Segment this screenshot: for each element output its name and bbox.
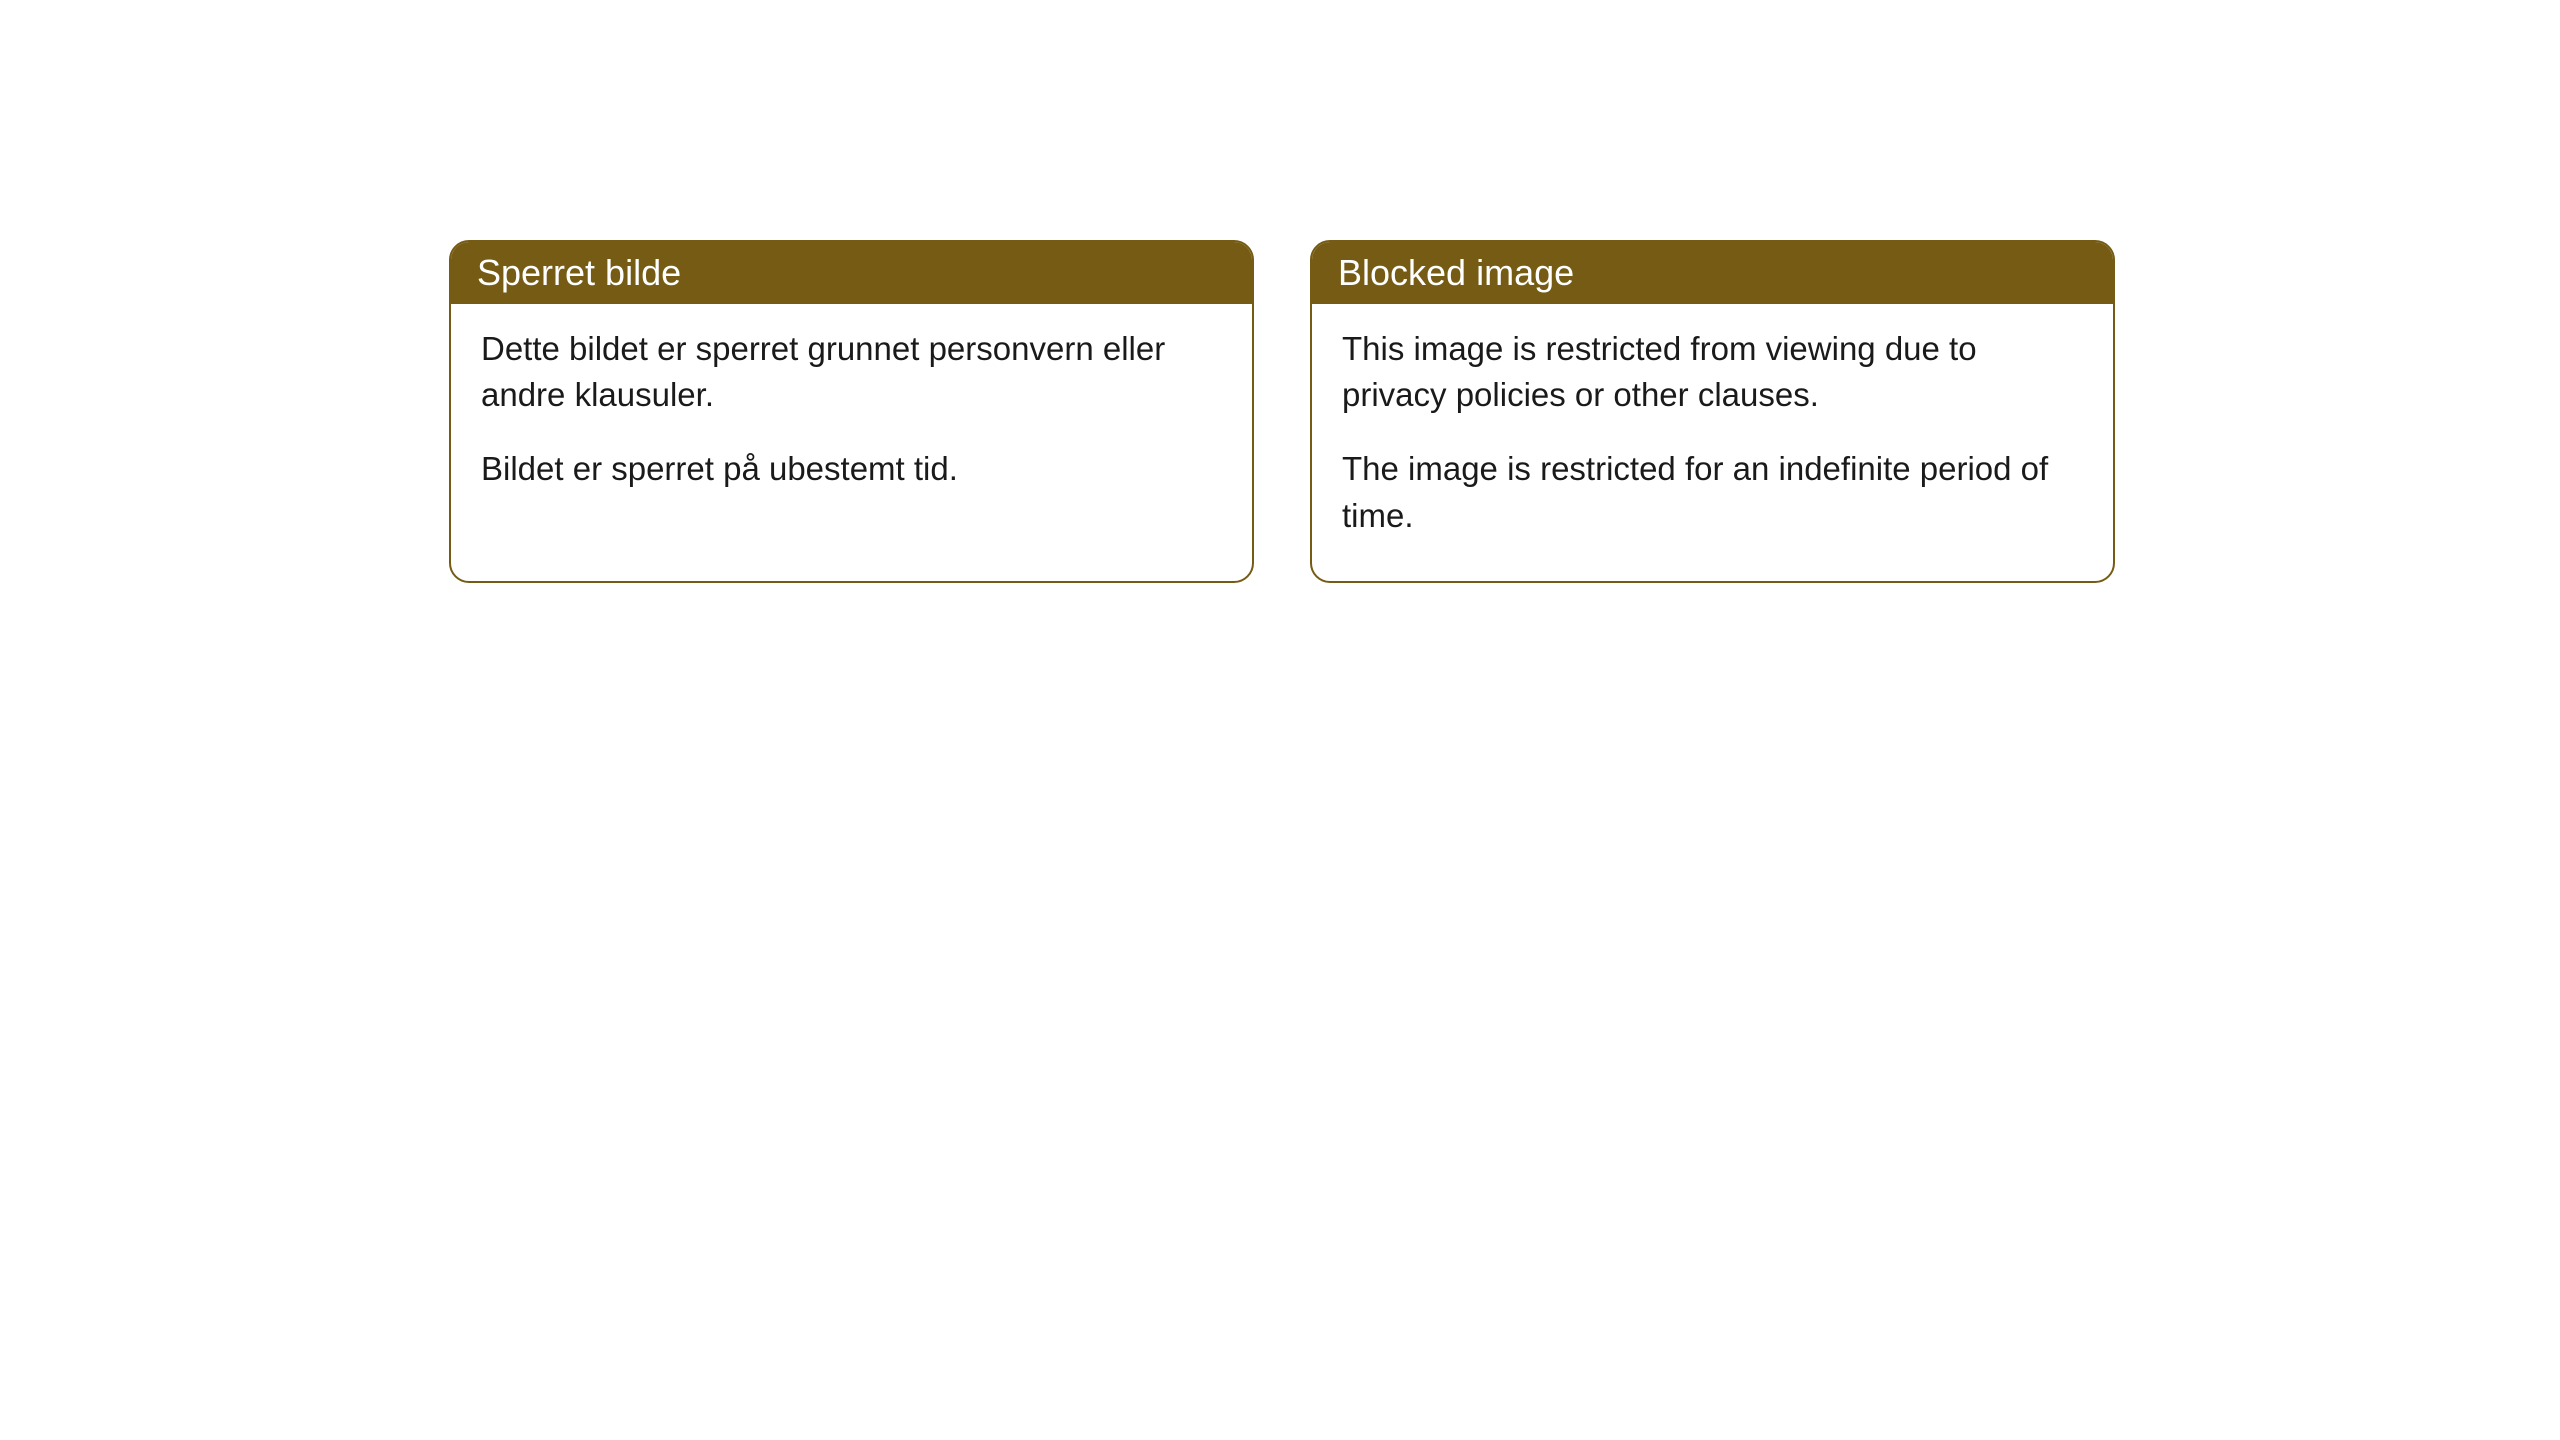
card-paragraph-1: This image is restricted from viewing du… [1342, 326, 2083, 418]
card-norwegian: Sperret bilde Dette bildet er sperret gr… [449, 240, 1254, 583]
card-title: Sperret bilde [477, 252, 681, 293]
card-paragraph-1: Dette bildet er sperret grunnet personve… [481, 326, 1222, 418]
card-body-english: This image is restricted from viewing du… [1312, 304, 2113, 581]
cards-container: Sperret bilde Dette bildet er sperret gr… [449, 240, 2115, 583]
card-body-norwegian: Dette bildet er sperret grunnet personve… [451, 304, 1252, 535]
card-english: Blocked image This image is restricted f… [1310, 240, 2115, 583]
card-paragraph-2: The image is restricted for an indefinit… [1342, 446, 2083, 538]
card-title: Blocked image [1338, 252, 1574, 293]
card-header-norwegian: Sperret bilde [451, 242, 1252, 304]
card-paragraph-2: Bildet er sperret på ubestemt tid. [481, 446, 1222, 492]
card-header-english: Blocked image [1312, 242, 2113, 304]
